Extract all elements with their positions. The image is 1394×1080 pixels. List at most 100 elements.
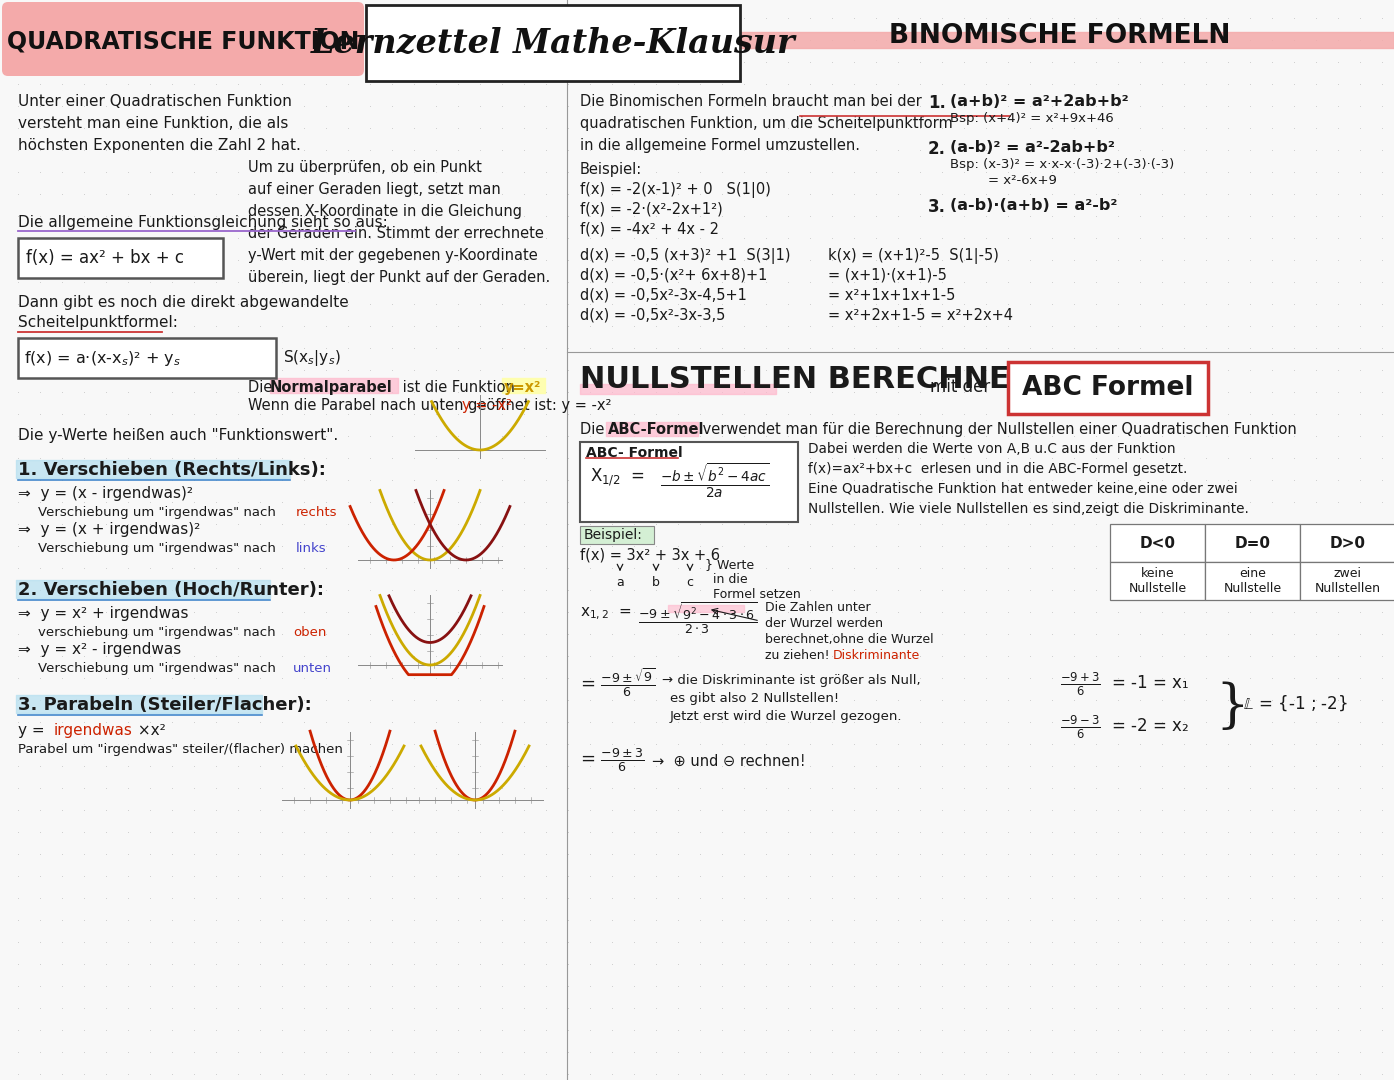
Text: 1.: 1. xyxy=(928,94,947,112)
Text: mit der: mit der xyxy=(930,378,990,396)
Text: verwendet man für die Berechnung der Nullstellen einer Quadratischen Funktion: verwendet man für die Berechnung der Nul… xyxy=(698,422,1296,437)
Text: 3. Parabeln (Steiler/Flacher):: 3. Parabeln (Steiler/Flacher): xyxy=(18,696,312,714)
Text: 2.: 2. xyxy=(928,140,947,158)
Text: eine
Nullstelle: eine Nullstelle xyxy=(1224,567,1281,595)
Text: f(x) = a·(x-x$_s$)² + y$_s$: f(x) = a·(x-x$_s$)² + y$_s$ xyxy=(24,349,181,367)
Text: c: c xyxy=(686,576,693,589)
Text: ×x²: ×x² xyxy=(132,723,166,738)
Text: Bsp: (x-3)² = x·x-x·(-3)·2+(-3)·(-3): Bsp: (x-3)² = x·x-x·(-3)·2+(-3)·(-3) xyxy=(949,158,1174,171)
Text: f(x) = -2(x-1)² + 0   S(1|0): f(x) = -2(x-1)² + 0 S(1|0) xyxy=(580,183,771,198)
Text: → die Diskriminante ist größer als Null,: → die Diskriminante ist größer als Null, xyxy=(662,674,920,687)
FancyBboxPatch shape xyxy=(1204,562,1301,600)
Text: ⇒  y = (x - irgendwas)²: ⇒ y = (x - irgendwas)² xyxy=(18,486,192,501)
Text: d(x) = -0,5·(x²+ 6x+8)+1: d(x) = -0,5·(x²+ 6x+8)+1 xyxy=(580,268,767,283)
Text: Verschiebung um "irgendwas" nach: Verschiebung um "irgendwas" nach xyxy=(38,662,280,675)
Text: (a-b)² = a²-2ab+b²: (a-b)² = a²-2ab+b² xyxy=(949,140,1115,156)
Text: X$_{1/2}$  =: X$_{1/2}$ = xyxy=(590,465,645,487)
Text: = $\frac{-9\pm\sqrt{9}}{6}$: = $\frac{-9\pm\sqrt{9}}{6}$ xyxy=(580,666,655,699)
Text: Bsp: (x+4)² = x²+9x+46: Bsp: (x+4)² = x²+9x+46 xyxy=(949,112,1114,125)
Text: irgendwas: irgendwas xyxy=(54,723,132,738)
Text: } Werte
  in die
  Formel setzen: } Werte in die Formel setzen xyxy=(705,558,800,600)
Text: f(x) = ax² + bx + c: f(x) = ax² + bx + c xyxy=(26,249,184,267)
Text: f(x) = -2·(x²-2x+1²): f(x) = -2·(x²-2x+1²) xyxy=(580,202,722,217)
Text: f(x) = 3x² + 3x + 6: f(x) = 3x² + 3x + 6 xyxy=(580,548,719,563)
Text: Die Zahlen unter: Die Zahlen unter xyxy=(765,600,871,615)
Text: der Geraden ein. Stimmt der errechnete: der Geraden ein. Stimmt der errechnete xyxy=(248,226,544,241)
FancyBboxPatch shape xyxy=(1301,524,1394,562)
Text: d(x) = -0,5x²-3x-3,5: d(x) = -0,5x²-3x-3,5 xyxy=(580,308,725,323)
Text: f(x)=ax²+bx+c  erlesen und in die ABC-Formel gesetzt.: f(x)=ax²+bx+c erlesen und in die ABC-For… xyxy=(809,462,1188,476)
Text: Unter einer Quadratischen Funktion: Unter einer Quadratischen Funktion xyxy=(18,94,291,109)
Text: NULLSTELLEN BERECHNEN: NULLSTELLEN BERECHNEN xyxy=(580,365,1036,394)
Text: $\mathbb{L}$ = {-1 ; -2}: $\mathbb{L}$ = {-1 ; -2} xyxy=(1243,693,1348,713)
Text: Diskriminante: Diskriminante xyxy=(834,649,920,662)
Text: Eine Quadratische Funktion hat entweder keine,eine oder zwei: Eine Quadratische Funktion hat entweder … xyxy=(809,482,1238,496)
Text: k(x) = (x+1)²-5  S(1|-5): k(x) = (x+1)²-5 S(1|-5) xyxy=(828,248,999,264)
Text: D=0: D=0 xyxy=(1235,536,1270,551)
Text: D<0: D<0 xyxy=(1139,536,1175,551)
FancyBboxPatch shape xyxy=(1301,562,1394,600)
Text: oben: oben xyxy=(293,626,326,639)
Text: Verschiebung um "irgendwas" nach: Verschiebung um "irgendwas" nach xyxy=(38,542,280,555)
Text: ⇒  y = x² - irgendwas: ⇒ y = x² - irgendwas xyxy=(18,642,181,657)
Text: Dabei werden die Werte von A,B u.C aus der Funktion: Dabei werden die Werte von A,B u.C aus d… xyxy=(809,442,1175,456)
Text: zu ziehen!: zu ziehen! xyxy=(765,649,834,662)
Text: $\frac{-9-3}{6}$  = -2 = x₂: $\frac{-9-3}{6}$ = -2 = x₂ xyxy=(1059,714,1189,741)
Text: ABC Formel: ABC Formel xyxy=(1022,375,1193,401)
FancyBboxPatch shape xyxy=(1110,562,1204,600)
Text: →  ⊕ und ⊖ rechnen!: → ⊕ und ⊖ rechnen! xyxy=(652,754,806,769)
Text: Parabel um "irgendwas" steiler/(flacher) machen: Parabel um "irgendwas" steiler/(flacher)… xyxy=(18,743,343,756)
Text: 1. Verschieben (Rechts/Links):: 1. Verschieben (Rechts/Links): xyxy=(18,461,326,480)
Text: 3.: 3. xyxy=(928,198,947,216)
Text: der Wurzel werden: der Wurzel werden xyxy=(765,617,882,630)
Text: x$_{1,2}$  =: x$_{1,2}$ = xyxy=(580,606,631,622)
Text: $\frac{-b\pm\sqrt{b^2-4ac}}{2a}$: $\frac{-b\pm\sqrt{b^2-4ac}}{2a}$ xyxy=(659,462,769,500)
Text: Die allgemeine Funktionsgleichung sieht so aus:: Die allgemeine Funktionsgleichung sieht … xyxy=(18,215,388,230)
Text: Die: Die xyxy=(248,380,277,395)
Text: D>0: D>0 xyxy=(1330,536,1366,551)
Text: d(x) = -0,5 (x+3)² +1  S(3|1): d(x) = -0,5 (x+3)² +1 S(3|1) xyxy=(580,248,790,264)
Text: Lernzettel Mathe-Klausur: Lernzettel Mathe-Klausur xyxy=(311,27,796,60)
Text: Die: Die xyxy=(580,422,609,437)
FancyBboxPatch shape xyxy=(1204,524,1301,562)
FancyBboxPatch shape xyxy=(367,5,740,81)
Text: Die Binomischen Formeln braucht man bei der: Die Binomischen Formeln braucht man bei … xyxy=(580,94,921,109)
Text: berechnet,ohne die Wurzel: berechnet,ohne die Wurzel xyxy=(765,633,934,646)
Text: 2. Verschieben (Hoch/Runter):: 2. Verschieben (Hoch/Runter): xyxy=(18,581,323,599)
Text: ABC- Formel: ABC- Formel xyxy=(585,446,683,460)
Text: links: links xyxy=(296,542,326,555)
Text: y=x²: y=x² xyxy=(505,380,541,395)
Text: = (x+1)·(x+1)-5: = (x+1)·(x+1)-5 xyxy=(828,268,947,283)
Text: a: a xyxy=(616,576,625,589)
Text: Dann gibt es noch die direkt abgewandelte: Dann gibt es noch die direkt abgewandelt… xyxy=(18,295,348,310)
Text: quadratischen Funktion, um die Scheitelpunktform: quadratischen Funktion, um die Scheitelp… xyxy=(580,116,952,131)
Text: (a-b)·(a+b) = a²-b²: (a-b)·(a+b) = a²-b² xyxy=(949,198,1118,213)
Text: = x²+2x+1-5 = x²+2x+4: = x²+2x+1-5 = x²+2x+4 xyxy=(828,308,1013,323)
FancyBboxPatch shape xyxy=(580,526,654,544)
Text: = x²+1x+1x+1-5: = x²+1x+1x+1-5 xyxy=(828,288,955,303)
Text: Nullstellen. Wie viele Nullstellen es sind,zeigt die Diskriminante.: Nullstellen. Wie viele Nullstellen es si… xyxy=(809,502,1249,516)
FancyBboxPatch shape xyxy=(1,2,364,76)
Text: Normalparabel: Normalparabel xyxy=(270,380,393,395)
Text: Beispiel:: Beispiel: xyxy=(580,162,643,177)
Text: höchsten Exponenten die Zahl 2 hat.: höchsten Exponenten die Zahl 2 hat. xyxy=(18,138,301,153)
Text: y-Wert mit der gegebenen y-Koordinate: y-Wert mit der gegebenen y-Koordinate xyxy=(248,248,538,264)
Text: rechts: rechts xyxy=(296,507,337,519)
Text: unten: unten xyxy=(293,662,332,675)
Text: $\frac{-9+3}{6}$  = -1 = x₁: $\frac{-9+3}{6}$ = -1 = x₁ xyxy=(1059,671,1189,699)
Text: Um zu überprüfen, ob ein Punkt: Um zu überprüfen, ob ein Punkt xyxy=(248,160,482,175)
Text: Verschiebung um "irgendwas" nach: Verschiebung um "irgendwas" nach xyxy=(38,507,280,519)
Text: ⇒  y = (x + irgendwas)²: ⇒ y = (x + irgendwas)² xyxy=(18,522,201,537)
Text: = x²-6x+9: = x²-6x+9 xyxy=(988,174,1057,187)
Text: Scheitelpunktformel:: Scheitelpunktformel: xyxy=(18,315,178,330)
Text: es gibt also 2 Nullstellen!: es gibt also 2 Nullstellen! xyxy=(671,692,839,705)
Text: BINOMISCHE FORMELN: BINOMISCHE FORMELN xyxy=(889,23,1231,49)
Text: = $\frac{-9\pm3}{6}$: = $\frac{-9\pm3}{6}$ xyxy=(580,746,645,774)
FancyBboxPatch shape xyxy=(18,338,276,378)
Text: dessen X-Koordinate in die Gleichung: dessen X-Koordinate in die Gleichung xyxy=(248,204,521,219)
Text: $\frac{-9\pm\sqrt{9^2-4\cdot3\cdot6}}{2\cdot3}$: $\frac{-9\pm\sqrt{9^2-4\cdot3\cdot6}}{2\… xyxy=(638,600,757,636)
Text: keine
Nullstelle: keine Nullstelle xyxy=(1128,567,1186,595)
Text: in die allgemeine Formel umzustellen.: in die allgemeine Formel umzustellen. xyxy=(580,138,860,153)
Text: d(x) = -0,5x²-3x-4,5+1: d(x) = -0,5x²-3x-4,5+1 xyxy=(580,288,747,303)
Text: verschiebung um "irgendwas" nach: verschiebung um "irgendwas" nach xyxy=(38,626,280,639)
